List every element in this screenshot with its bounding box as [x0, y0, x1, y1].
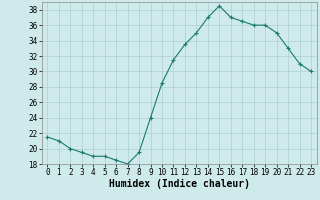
X-axis label: Humidex (Indice chaleur): Humidex (Indice chaleur): [109, 179, 250, 189]
